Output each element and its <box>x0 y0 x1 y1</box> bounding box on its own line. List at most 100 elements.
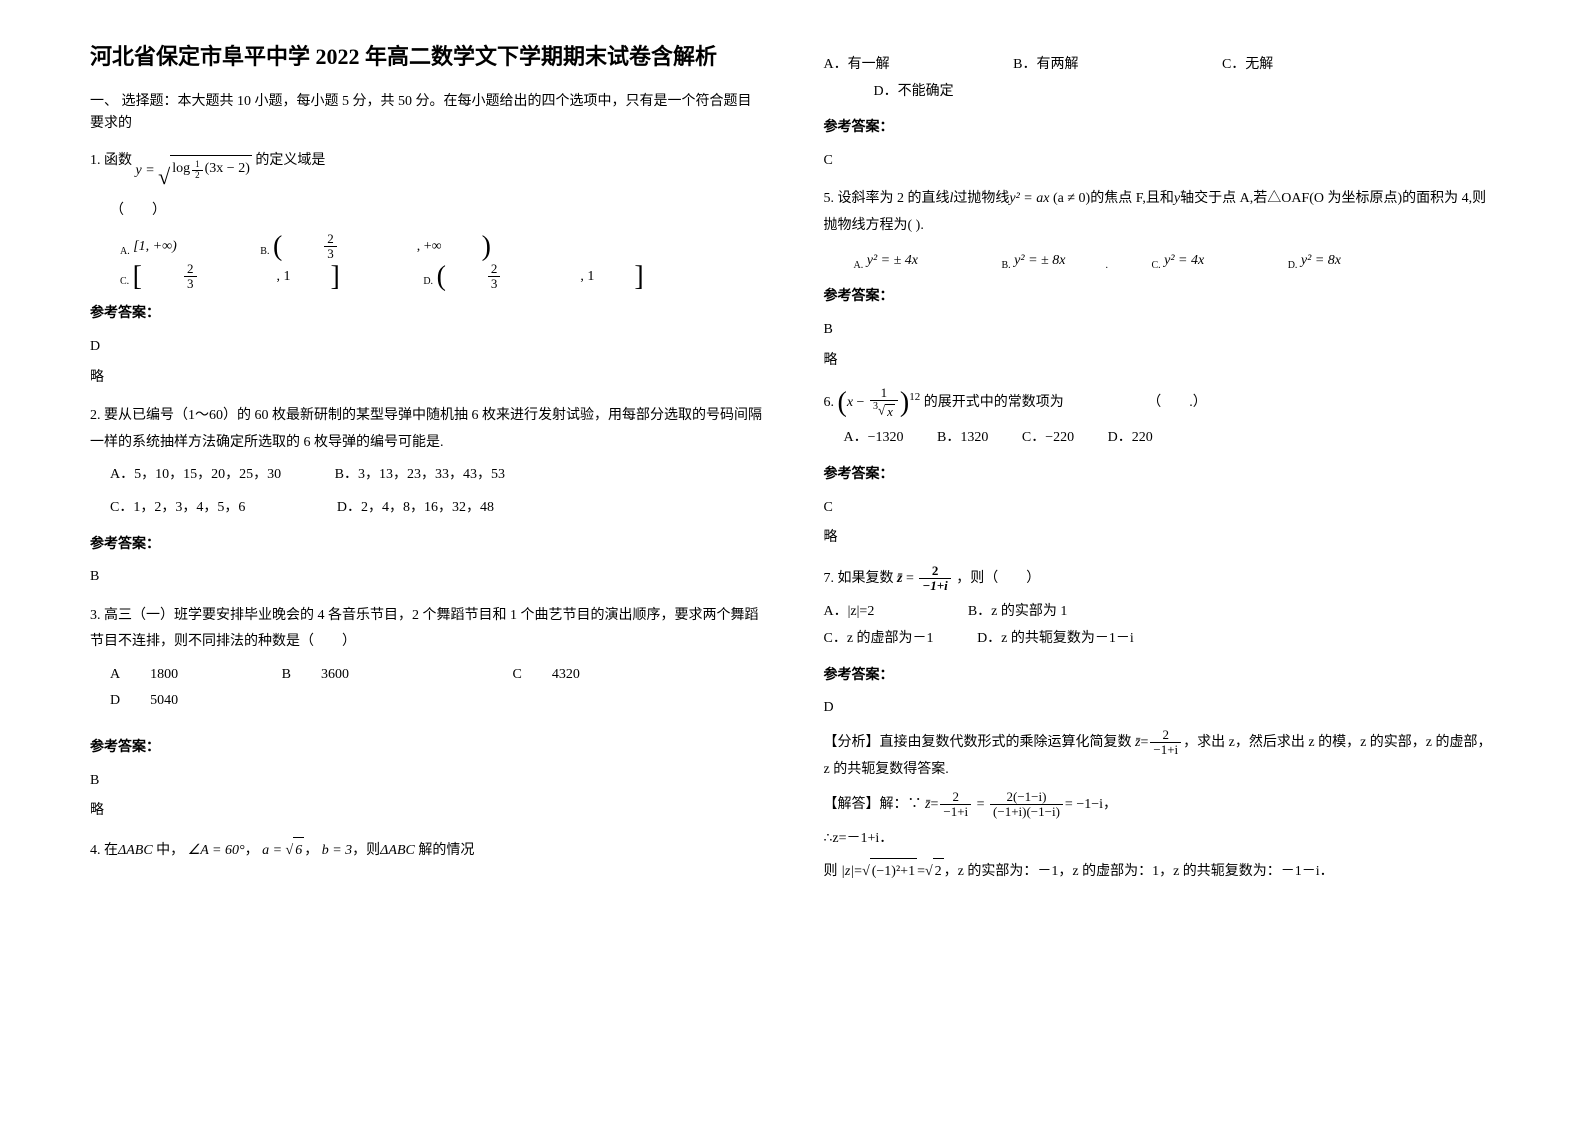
q1-answer-label: 参考答案： <box>90 301 764 328</box>
q3-answer-label: 参考答案： <box>90 735 764 762</box>
q4-a-val: 6 <box>293 837 304 865</box>
q7-answer-label: 参考答案： <box>824 663 1498 690</box>
q6-answer-label: 参考答案： <box>824 462 1498 489</box>
q7-prefix: 7. 如果复数 <box>824 571 894 586</box>
question-6: 6. (x − 13√x)12 的展开式中的常数项为 （ .） A．−1320 … <box>824 386 1498 552</box>
q3-a-label: A <box>110 667 120 682</box>
sqrt-icon: √ <box>286 843 294 858</box>
exam-title: 河北省保定市阜平中学 2022 年高二数学文下学期期末试卷含解析 <box>90 40 764 73</box>
q1-opt-b: B. (23, +∞) <box>260 232 531 262</box>
q4-answer-label: 参考答案： <box>824 115 1498 142</box>
conclusion: ，z 的实部为：－1，z 的虚部为：1，z 的共轭复数为：－1－i． <box>944 864 1334 879</box>
mod-r: = <box>917 864 925 879</box>
q2-answer-label: 参考答案： <box>90 532 764 559</box>
q7-eq: = <box>902 571 917 586</box>
left-column: 河北省保定市阜平中学 2022 年高二数学文下学期期末试卷含解析 一、 选择题：… <box>60 40 794 1082</box>
question-2: 2. 要从已编号（1～60）的 60 枚最新研制的某型导弹中随机抽 6 枚来进行… <box>90 403 764 591</box>
q6-opt-c: C．−220 <box>1022 430 1074 445</box>
s-den1: −1+i <box>940 805 971 819</box>
q6-omit: 略 <box>824 525 1498 552</box>
q7-therefore: ∴z=－1+i． <box>824 826 1498 853</box>
q6-answer: C <box>824 495 1498 522</box>
q1-blank: （ ） <box>110 198 764 225</box>
solve-label: 【解答】 <box>824 797 880 812</box>
q1-opt-d: D. (23, 1] <box>423 262 683 292</box>
q6-root-x: x <box>885 404 895 419</box>
q1-log: log <box>172 161 190 176</box>
q2-opt-c: C．1，2，3，4，5，6 <box>110 500 245 515</box>
s-den2: (−1+i)(−1−i) <box>990 805 1063 819</box>
sqrt-icon: √ <box>862 864 870 879</box>
s-eq: = <box>977 797 988 812</box>
q6-num1: 1 <box>870 386 898 401</box>
q7-den: −1+i <box>919 579 950 593</box>
q7-opt-d: D．z 的共轭复数为－1－i <box>977 631 1134 646</box>
q3-text: 3. 高三（一）班学要安排毕业晚会的 4 各音乐节目，2 个舞蹈节目和 1 个曲… <box>90 603 764 656</box>
q7-solve: 【解答】解：∵ z̄=2−1+i = 2(−1−i)(−1+i)(−1−i)= … <box>824 790 1498 820</box>
q6-opt-d: D．220 <box>1108 430 1153 445</box>
s-num1: 2 <box>940 790 971 805</box>
q7-opt-c: C．z 的虚部为－1 <box>824 631 934 646</box>
q3-d: 5040 <box>150 693 178 708</box>
mod-val: 2 <box>933 858 944 886</box>
q5-omit: 略 <box>824 348 1498 375</box>
q5-mid1: 过抛物线 <box>953 191 1009 206</box>
q4-opt-a: A．有一解 <box>824 57 890 72</box>
analysis-den: −1+i <box>1150 743 1181 757</box>
q5-answer: B <box>824 317 1498 344</box>
sqrt-icon: √ <box>925 864 933 879</box>
q4-answer: C <box>824 148 1498 175</box>
q5-parabola: y² = ax <box>1009 191 1049 206</box>
q1-opt-a: A. [1, +∞) <box>120 234 217 261</box>
q2-opt-a: A．5，10，15，20，25，30 <box>110 467 281 482</box>
section-1-heading: 一、 选择题：本大题共 10 小题，每小题 5 分，共 50 分。在每小题给出的… <box>90 91 764 136</box>
q6-paren: （ .） <box>1147 395 1207 410</box>
question-4-options: A．有一解 B．有两解 C．无解 D．不能确定 参考答案： C <box>824 52 1498 174</box>
q4-a-eq: a = <box>262 843 285 858</box>
q3-c: 4320 <box>552 667 580 682</box>
question-5: 5. 设斜率为 2 的直线l过抛物线y² = ax (a ≠ 0)的焦点 F,且… <box>824 186 1498 374</box>
q5-opt-b: B. y² = ± 8x. <box>1002 248 1108 275</box>
analysis-num: 2 <box>1150 728 1181 743</box>
q6-minus: − <box>853 395 868 410</box>
q6-prefix: 6. <box>824 395 835 410</box>
q7-opt-a: A．|z|=2 <box>824 604 875 619</box>
q5-opt-a: A. y² = ± 4x <box>854 248 959 275</box>
q4-mid: 中， <box>153 843 185 858</box>
q5-opt-c: C. y² = 4x <box>1151 248 1244 275</box>
mod-eq: = <box>854 864 862 879</box>
q5-opt-d: D. y² = 8x <box>1288 248 1381 275</box>
right-column: A．有一解 B．有两解 C．无解 D．不能确定 参考答案： C 5. 设斜率为 … <box>794 40 1528 1082</box>
q3-b: 3600 <box>321 667 349 682</box>
s-num2: 2(−1−i) <box>990 790 1063 805</box>
analysis-t1: 直接由复数代数形式的乘除运算化简复数 <box>880 735 1132 750</box>
q7-answer: D <box>824 695 1498 722</box>
question-4: 4. 在ΔABC 中， ∠A = 60°， a = √6， b = 3，则ΔAB… <box>90 837 764 865</box>
mod-pre: 则 <box>824 864 838 879</box>
q5-prefix: 5. 设斜率为 2 的直线 <box>824 191 950 206</box>
s-result: = −1−i <box>1065 797 1103 812</box>
q7-analysis: 【分析】直接由复数代数形式的乘除运算化简复数 z̄=2−1+i，求出 z，然后求… <box>824 728 1498 784</box>
q3-answer: B <box>90 768 764 795</box>
q1-arg: (3x − 2) <box>205 161 250 176</box>
question-1: 1. 函数 y = √ log12(3x − 2) 的定义域是 （ ） A. [… <box>90 148 764 391</box>
q5-mid2: 的焦点 F,且和 <box>1090 191 1174 206</box>
q2-answer: B <box>90 564 764 591</box>
q6-opt-b: B．1320 <box>937 430 988 445</box>
mod-inner: (−1)²+1 <box>870 858 917 886</box>
q4-suffix: ，则 <box>352 843 380 858</box>
q4-angle: ∠A = 60° <box>188 843 245 858</box>
q1-log-den: 2 <box>192 171 203 181</box>
q4-opt-b: B．有两解 <box>1013 57 1078 72</box>
q3-omit: 略 <box>90 798 764 825</box>
q3-d-label: D <box>110 693 120 708</box>
sqrt-icon: √ <box>878 403 885 418</box>
q1-answer: D <box>90 334 764 361</box>
q6-opt-a: A．−1320 <box>844 430 904 445</box>
q5-answer-label: 参考答案： <box>824 284 1498 311</box>
q2-opt-d: D．2，4，8，16，32，48 <box>337 500 494 515</box>
s-z: z̄ <box>925 797 930 812</box>
q1-omit: 略 <box>90 365 764 392</box>
question-3: 3. 高三（一）班学要安排毕业晚会的 4 各音乐节目，2 个舞蹈节目和 1 个曲… <box>90 603 764 825</box>
q7-opt-b: B．z 的实部为 1 <box>968 604 1068 619</box>
